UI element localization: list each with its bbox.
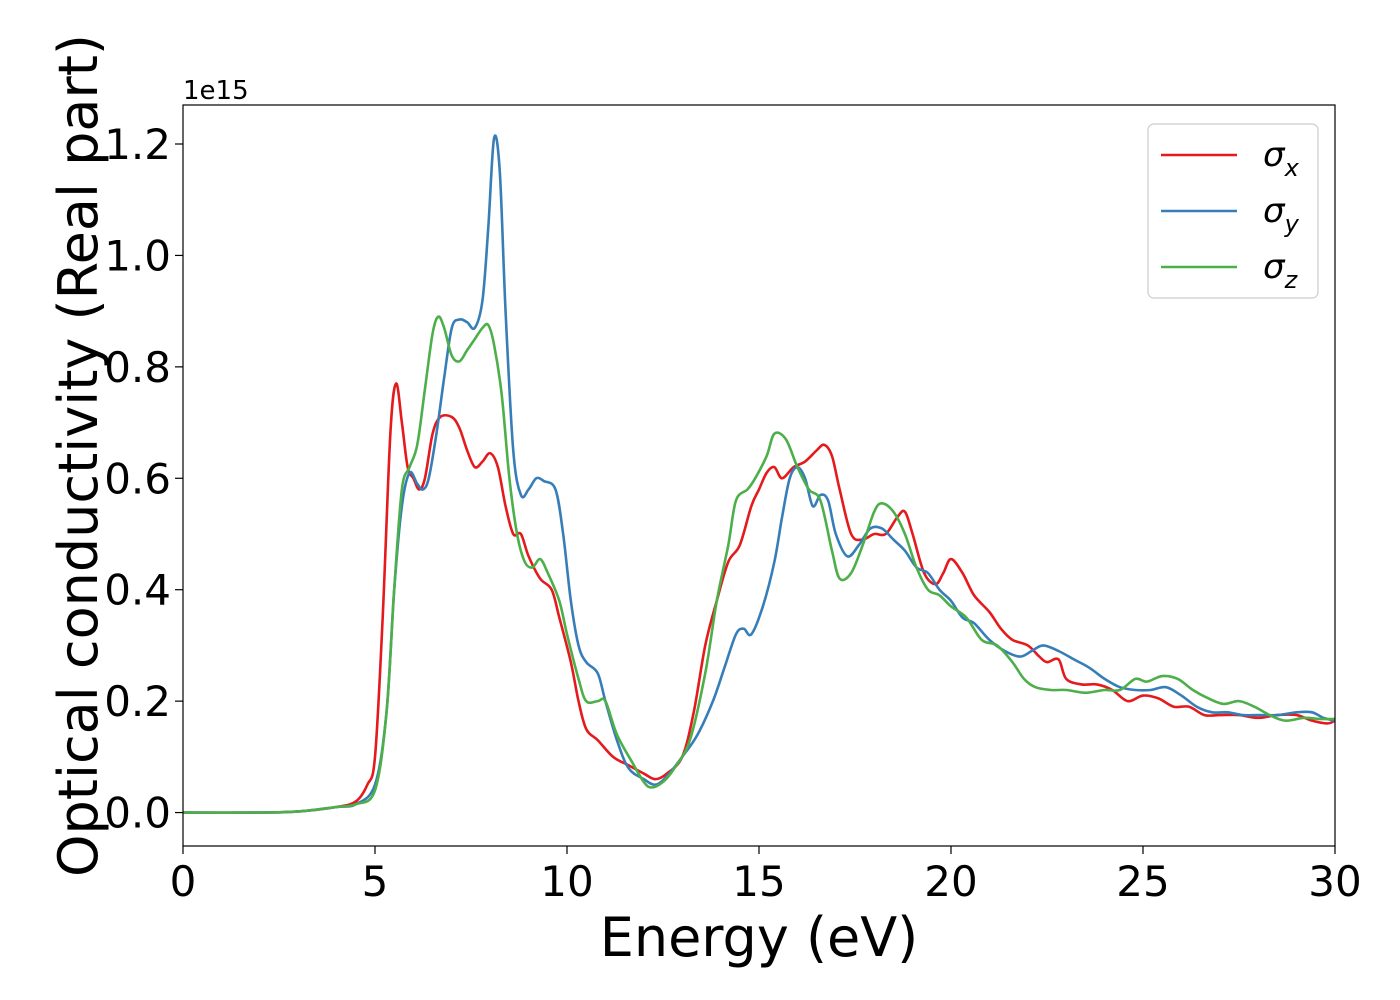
series-line-z <box>183 315 1335 814</box>
x-tick-label: 5 <box>362 857 389 906</box>
y-tick-label: 1.2 <box>104 120 171 169</box>
y-axis-ticks: 0.0 0.2 0.4 0.6 0.8 1.0 1.2 <box>104 120 183 838</box>
legend: σx σy σz <box>1147 123 1319 299</box>
y-tick-label: 0.0 <box>104 789 171 838</box>
legend-label: σy <box>1263 191 1300 238</box>
y-tick-label: 0.6 <box>104 454 171 503</box>
x-tick-label: 25 <box>1116 857 1169 906</box>
series-line-x <box>183 382 1335 814</box>
x-tick-label: 20 <box>924 857 977 906</box>
y-axis-label: Optical conductivity (Real part) <box>47 34 110 877</box>
legend-item-y: σy <box>1161 191 1300 238</box>
y-axis-offset-text: 1e15 <box>183 76 249 106</box>
legend-label: σx <box>1263 135 1300 182</box>
x-tick-label: 0 <box>170 857 197 906</box>
series-line-y <box>183 134 1335 814</box>
x-tick-label: 30 <box>1308 857 1361 906</box>
x-tick-label: 15 <box>732 857 785 906</box>
x-axis-label: Energy (eV) <box>600 906 919 969</box>
series-layer <box>183 134 1335 814</box>
y-tick-label: 0.8 <box>104 343 171 392</box>
legend-item-x: σx <box>1161 135 1300 182</box>
legend-label: σz <box>1263 247 1299 294</box>
y-tick-label: 1.0 <box>104 231 171 280</box>
x-tick-label: 10 <box>540 857 593 906</box>
y-tick-label: 0.2 <box>104 677 171 726</box>
y-tick-label: 0.4 <box>104 566 171 615</box>
x-axis-ticks: 0 5 10 15 20 25 30 <box>170 846 1362 906</box>
legend-item-z: σz <box>1161 247 1299 294</box>
